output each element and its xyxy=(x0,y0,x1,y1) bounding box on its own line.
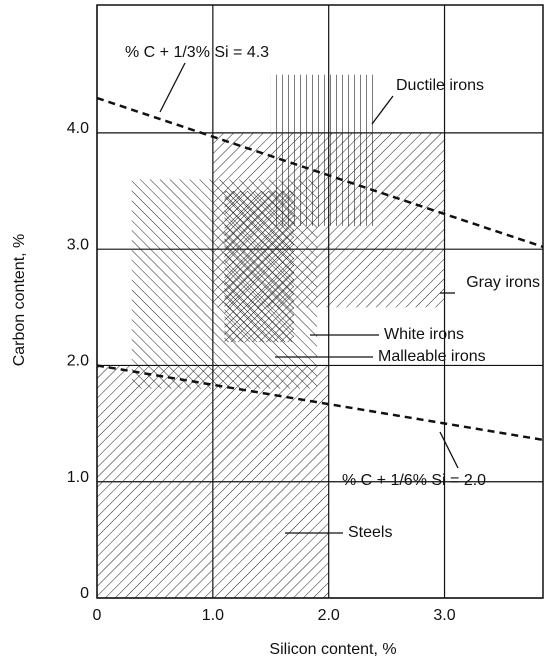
y-axis-label: Carbon content, % xyxy=(11,234,28,367)
y-tick-label: 1.0 xyxy=(67,469,89,486)
page: {"chart_data": { "type": "region", "xlab… xyxy=(0,0,547,664)
chart: Silicon content, % Carbon content, % 0 1.… xyxy=(0,0,547,664)
region-label: Gray irons xyxy=(466,274,540,291)
x-axis-label: Silicon content, % xyxy=(269,641,396,658)
region xyxy=(97,365,329,598)
x-tick-label: 0 xyxy=(93,607,102,624)
region-label: Malleable irons xyxy=(378,348,486,365)
region-label: Steels xyxy=(348,524,392,541)
x-tick-label: 1.0 xyxy=(202,607,224,624)
y-tick-label: 2.0 xyxy=(67,353,89,370)
leader-line xyxy=(160,63,185,112)
y-tick-label: 4.0 xyxy=(67,120,89,137)
leader-line xyxy=(372,96,393,124)
x-tick-label: 2.0 xyxy=(318,607,340,624)
line-label: % C + 1/3% Si = 4.3 xyxy=(125,44,269,61)
region xyxy=(271,75,375,226)
y-tick-label: 0 xyxy=(80,585,89,602)
region-label: White irons xyxy=(384,326,464,343)
region-label: Ductile irons xyxy=(396,77,484,94)
x-tick-label: 3.0 xyxy=(433,607,455,624)
leader-line xyxy=(440,432,458,468)
y-tick-label: 3.0 xyxy=(67,236,89,253)
line-label: % C + 1/6% Si = 2.0 xyxy=(342,472,486,489)
